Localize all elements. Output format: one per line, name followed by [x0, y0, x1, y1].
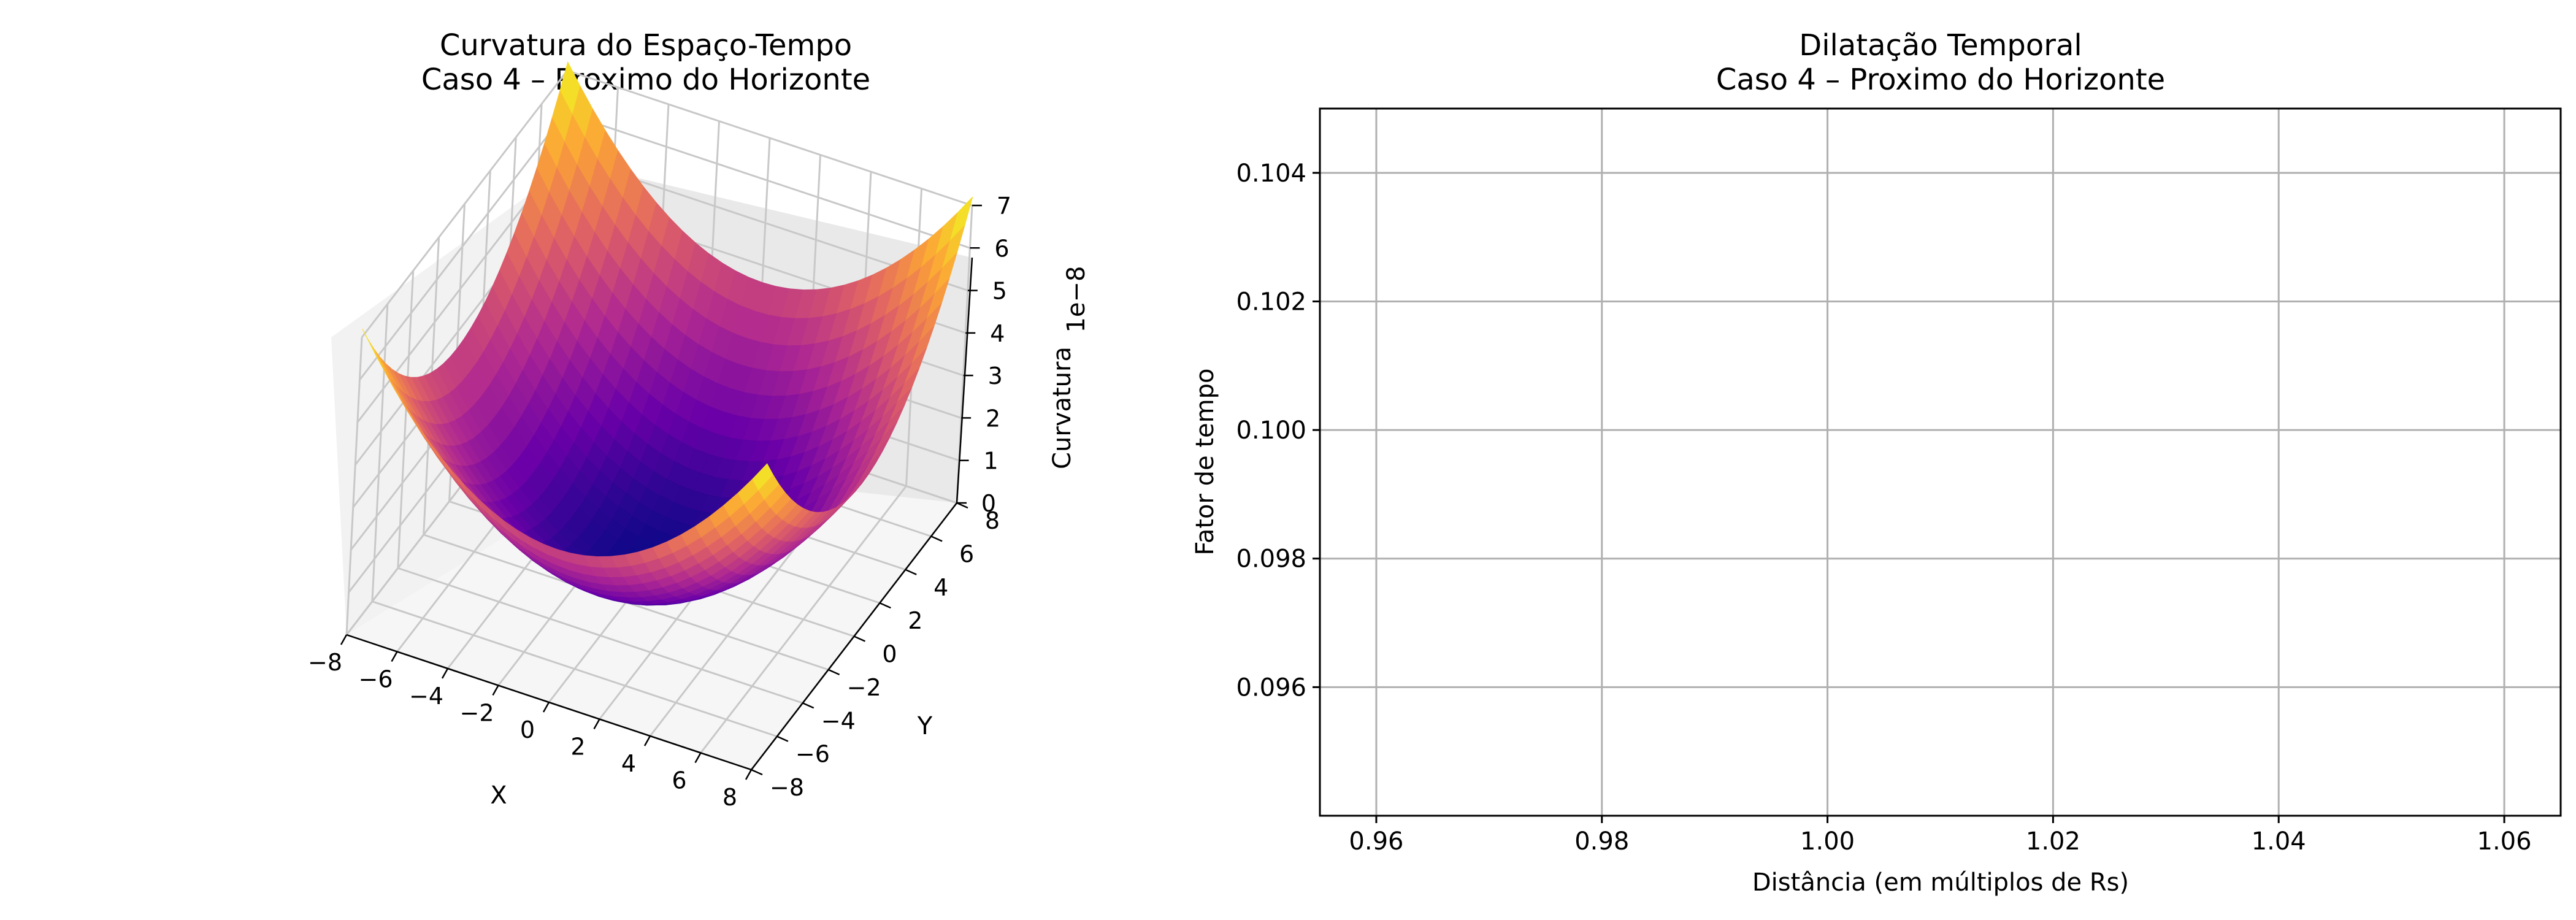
x-tick-label: −4 — [409, 683, 443, 710]
line-title-line2: Caso 4 – Proximo do Horizonte — [1716, 63, 2165, 97]
z-tick-label: 7 — [997, 193, 1011, 220]
surface-patch — [752, 463, 773, 491]
y-tick-label: 0.102 — [1236, 288, 1306, 316]
z-offset-label: 1e−8 — [1062, 266, 1091, 332]
x-tick-label: −8 — [308, 649, 342, 676]
surface-title-line2: Caso 4 – Proximo do Horizonte — [421, 63, 870, 97]
z-axis-label: Curvatura — [1048, 347, 1076, 469]
x-tick-label: 1.04 — [2252, 827, 2306, 856]
z-tick-label: 6 — [994, 235, 1009, 262]
surface — [362, 61, 973, 606]
plot-frame — [1319, 107, 2562, 817]
x-axis-title: Distância (em múltiplos de Rs) — [1752, 868, 2129, 897]
z-tick-label: 5 — [992, 278, 1007, 305]
line-title-line1: Dilatação Temporal — [1799, 28, 2082, 63]
x-tick-label: 0 — [520, 716, 535, 743]
y-tick-label: 0 — [882, 641, 897, 668]
x-tick-label: 1.02 — [2026, 827, 2080, 856]
line-chart: Dilatação Temporal Caso 4 – Proximo do H… — [1191, 28, 2562, 897]
x-tick-label: 4 — [621, 750, 636, 777]
y-tick-label: −6 — [795, 741, 830, 768]
x-tick-label: 1.00 — [1800, 827, 1855, 856]
x-tick-label: 8 — [723, 784, 737, 811]
axis-ticks: 0.96 0.98 1.00 1.02 1.04 1.06 0.096 0.098 0.100 0… — [1236, 159, 2531, 856]
y-axis-title: Fator de tempo — [1191, 369, 1219, 556]
y-tick-label: 0.100 — [1236, 416, 1306, 445]
z-tick-label: 1 — [983, 448, 998, 475]
plot-area — [1320, 109, 2561, 816]
y-tick-label: 0.098 — [1236, 545, 1306, 573]
y-tick-label: 6 — [959, 540, 974, 567]
y-axis-label: Y — [917, 712, 933, 740]
floor-pane — [347, 466, 957, 770]
surface-title-line1: Curvatura do Espaço-Tempo — [440, 28, 852, 63]
z-axis-line — [956, 257, 973, 504]
surface-chart: Curvatura do Espaço-Tempo Caso 4 – Proxi… — [308, 28, 1091, 811]
x-axis-label: X — [490, 781, 507, 810]
z-tick-label: 0 — [981, 490, 996, 517]
y-tick-label: 2 — [908, 607, 922, 634]
grid-lines — [1320, 109, 2561, 816]
z-tick-label: 4 — [990, 320, 1005, 347]
y-tick-label: −2 — [847, 674, 881, 701]
y-tick-label: 8 — [985, 507, 1000, 534]
x-tick-label: 0.96 — [1349, 827, 1403, 856]
z-tick-label: 3 — [988, 362, 1003, 389]
y-tick-label: −4 — [821, 707, 856, 734]
y-tick-label: 0.104 — [1236, 159, 1306, 188]
x-tick-label: 1.06 — [2477, 827, 2532, 856]
y-tick-label: −8 — [770, 774, 804, 801]
x-tick-label: 2 — [570, 734, 585, 761]
x-tick-label: 6 — [672, 767, 686, 794]
x-tick-label: 0.98 — [1574, 827, 1629, 856]
y-tick-label: 0.096 — [1236, 673, 1306, 702]
z-tick-label: 2 — [986, 405, 1000, 432]
x-tick-label: −2 — [459, 700, 494, 727]
x-tick-label: −6 — [358, 666, 393, 693]
y-tick-label: 4 — [933, 574, 948, 601]
